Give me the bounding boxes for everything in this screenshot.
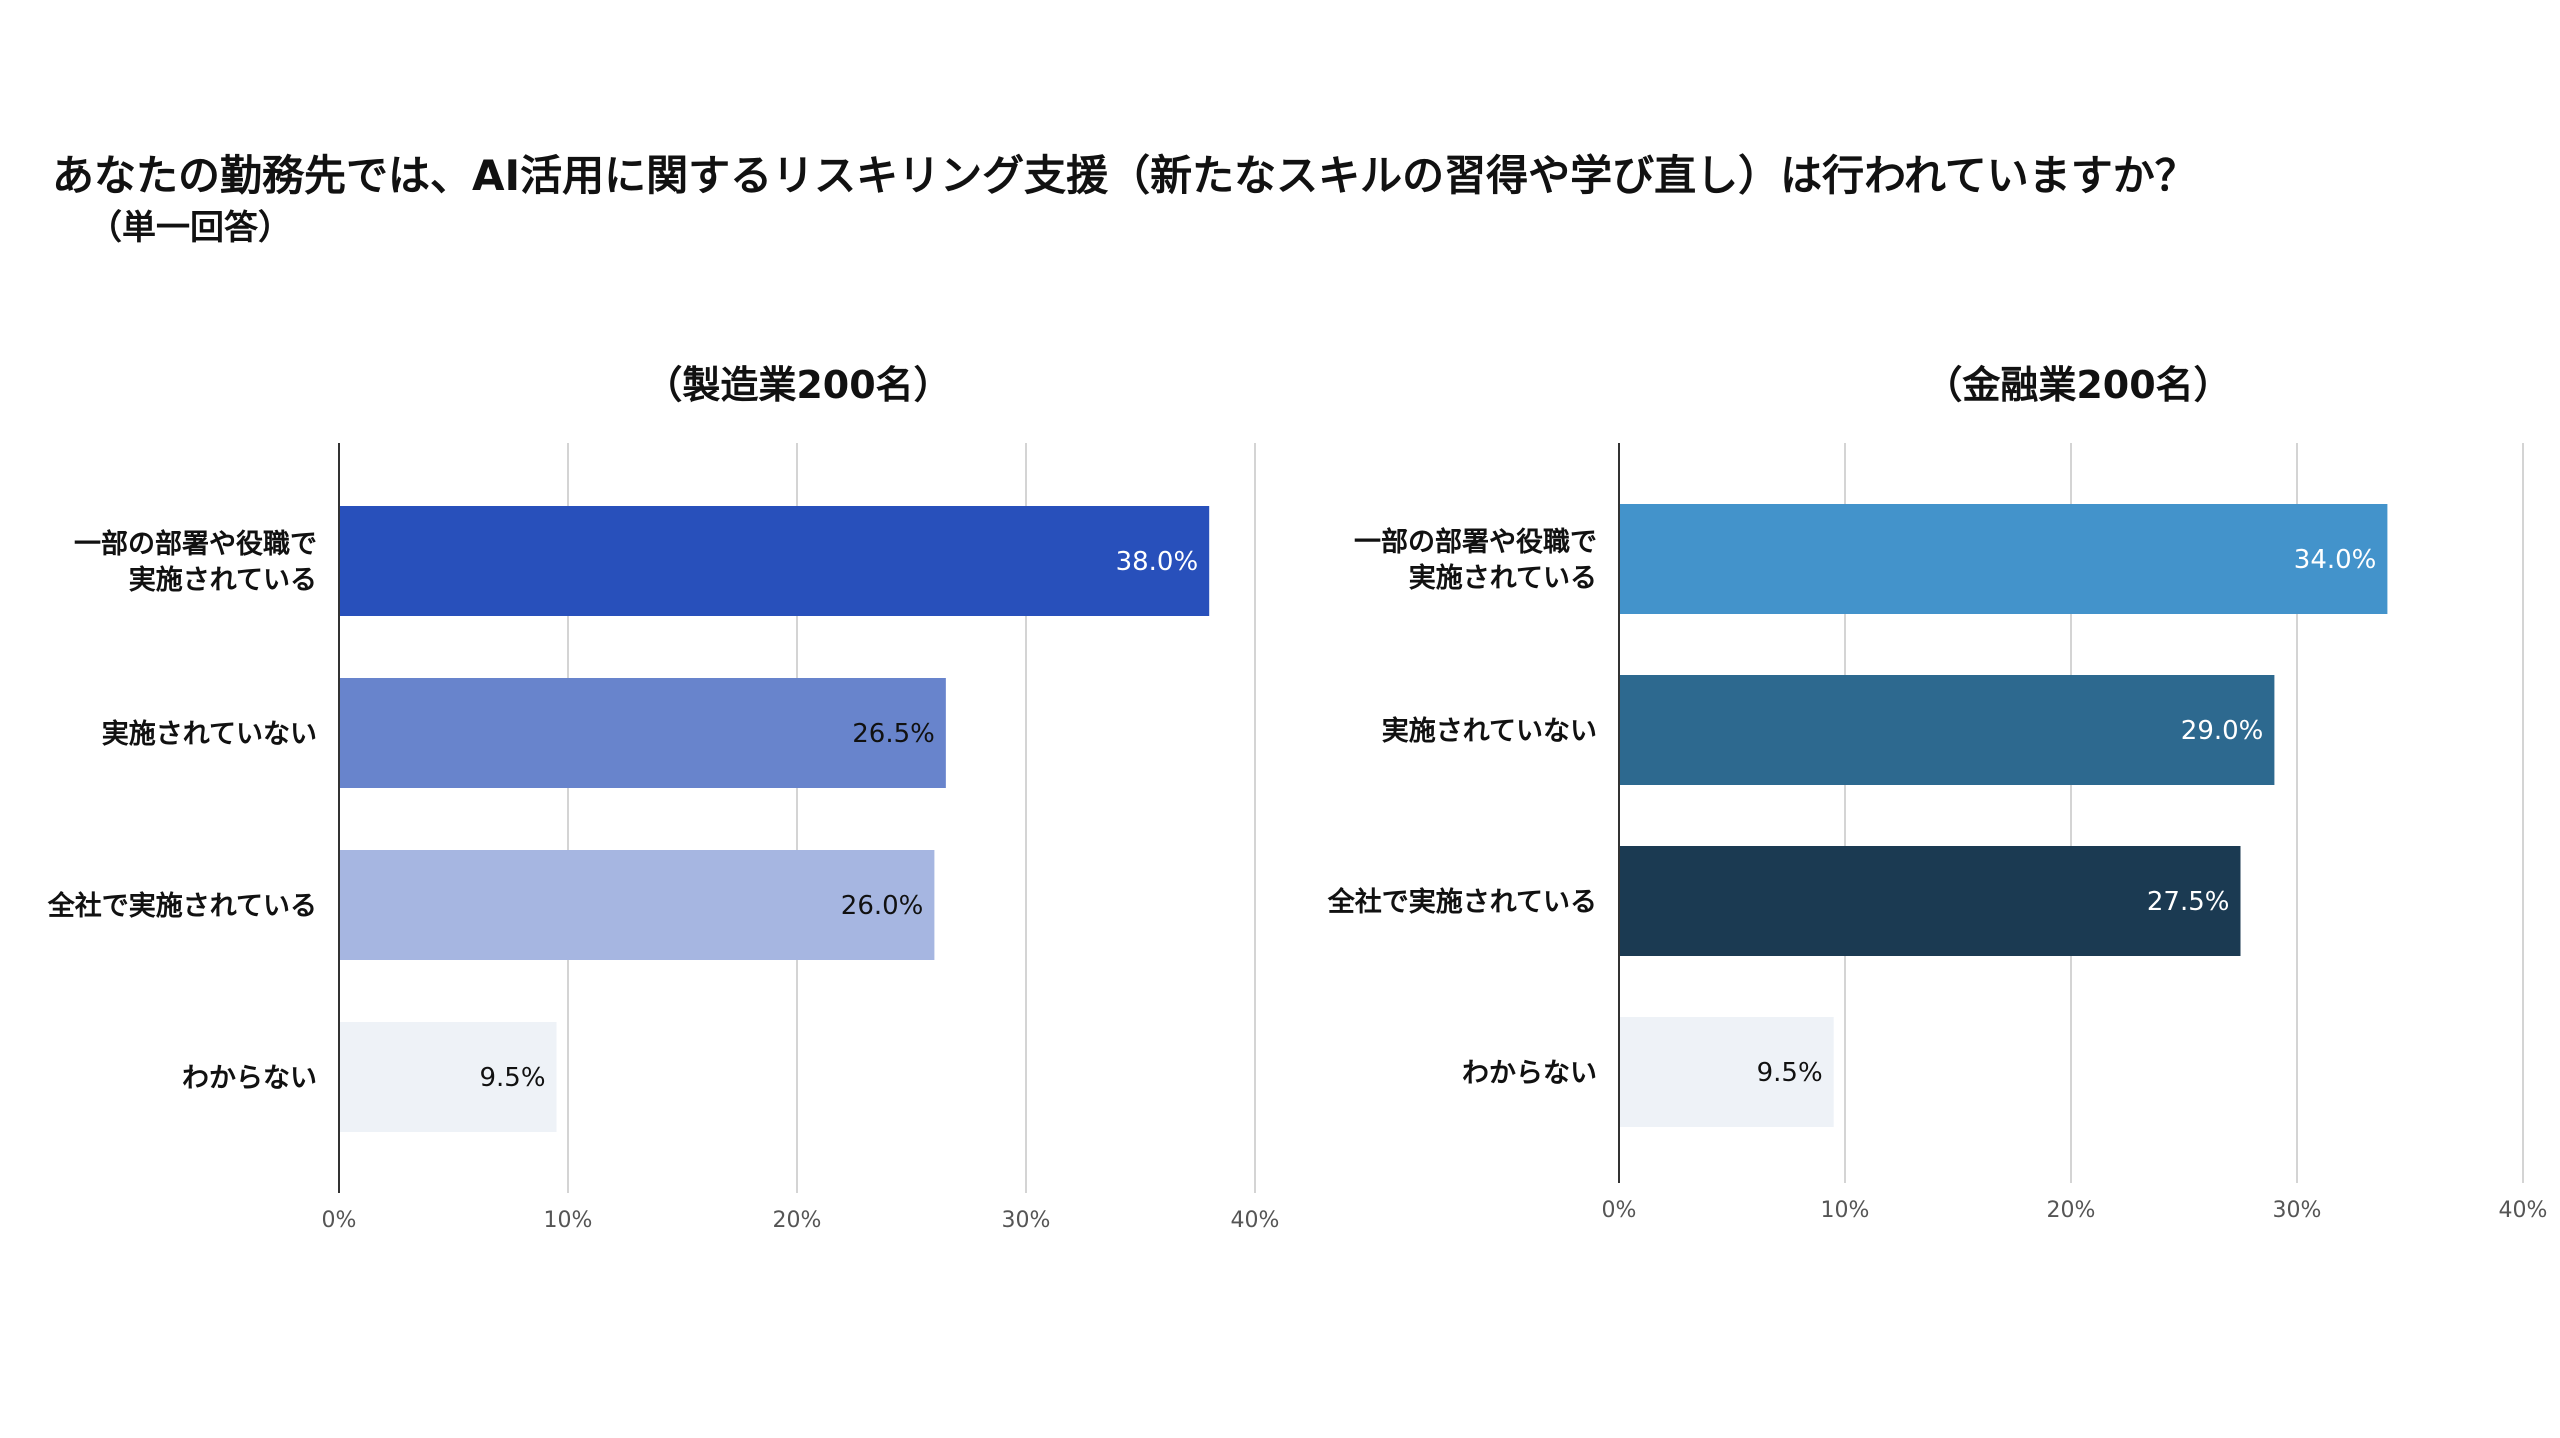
bar: [1619, 846, 2241, 956]
bar: [1619, 504, 2388, 614]
category-label: 実施されている: [1409, 562, 1597, 594]
category-label: 全社で実施されている: [1327, 886, 1597, 918]
bar: [339, 850, 935, 960]
x-tick-label: 10%: [544, 1208, 593, 1233]
category-label: 実施されている: [129, 564, 317, 596]
category-label: わからない: [1462, 1058, 1597, 1089]
data-label: 34.0%: [2294, 545, 2377, 575]
data-label: 29.0%: [2181, 716, 2264, 746]
bar: [1619, 1017, 1834, 1127]
chart-subtitle: （単一回答）: [88, 208, 292, 248]
x-tick-label: 0%: [322, 1208, 357, 1233]
x-tick-label: 30%: [2273, 1198, 2322, 1223]
category-label: 実施されていない: [1382, 715, 1597, 747]
x-tick-label: 40%: [2499, 1198, 2548, 1223]
x-tick-label: 20%: [2047, 1198, 2096, 1223]
category-label: 一部の部署や役職で: [1354, 526, 1597, 558]
x-tick-label: 10%: [1821, 1198, 1870, 1223]
category-label: 一部の部署や役職で: [74, 528, 317, 560]
bar: [339, 678, 946, 788]
x-tick-label: 20%: [773, 1208, 822, 1233]
data-label: 38.0%: [1116, 547, 1199, 577]
data-label: 27.5%: [2147, 887, 2230, 917]
panel-title: （金融業200名）: [1924, 363, 2231, 407]
category-label: わからない: [182, 1063, 317, 1094]
x-tick-label: 0%: [1602, 1198, 1637, 1223]
bar: [339, 1022, 557, 1132]
panel-title: （製造業200名）: [644, 363, 951, 407]
category-label: 実施されていない: [102, 718, 317, 750]
bar: [339, 506, 1210, 616]
data-label: 9.5%: [1757, 1058, 1823, 1088]
data-label: 26.0%: [841, 891, 924, 921]
data-label: 26.5%: [852, 719, 935, 749]
x-tick-label: 30%: [1002, 1208, 1051, 1233]
category-label: 全社で実施されている: [47, 890, 317, 922]
x-tick-label: 40%: [1231, 1208, 1280, 1233]
data-label: 9.5%: [479, 1063, 545, 1093]
chart-title: あなたの勤務先では、AI活用に関するリスキリング支援（新たなスキルの習得や学び直…: [52, 151, 2197, 200]
bar: [1619, 675, 2275, 785]
